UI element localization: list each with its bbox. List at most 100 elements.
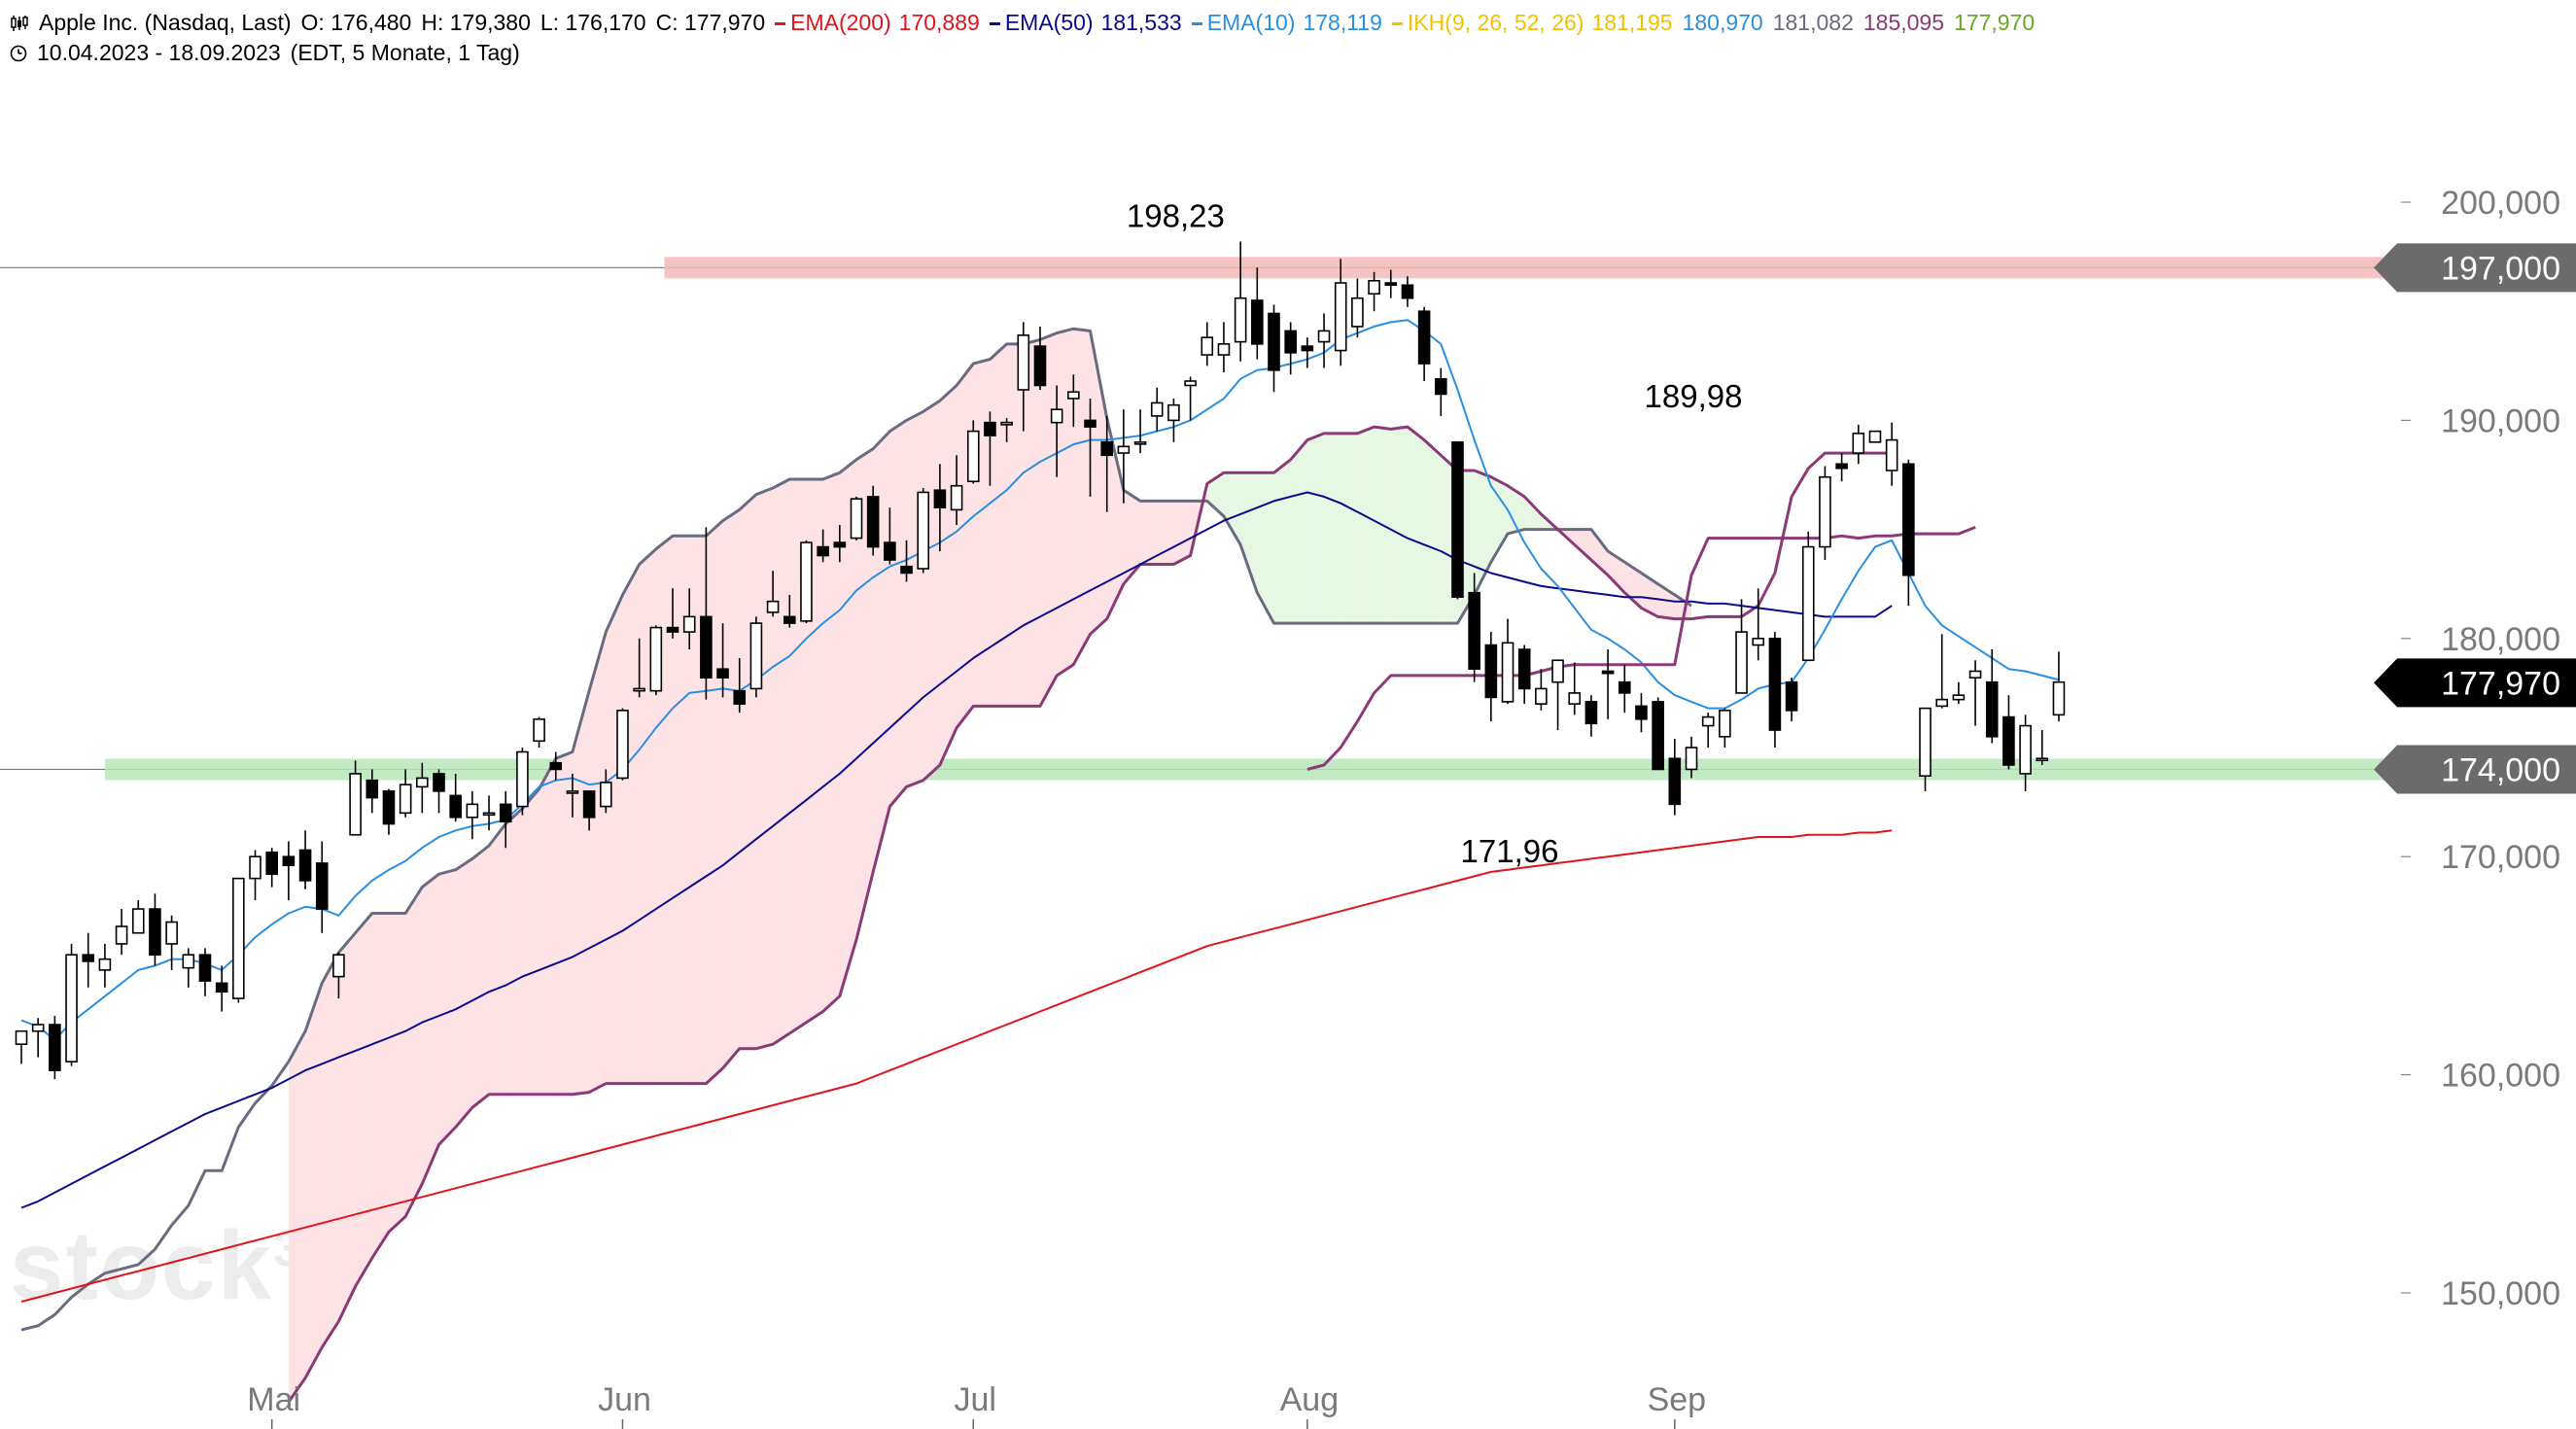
- candle-body[interactable]: [1919, 707, 1932, 777]
- candle-body[interactable]: [1000, 421, 1013, 426]
- indicator-2[interactable]: EMA(10) 178,119: [1191, 10, 1382, 35]
- candle-body[interactable]: [1584, 701, 1598, 725]
- candle-body[interactable]: [766, 600, 780, 613]
- candle-body[interactable]: [399, 784, 412, 815]
- candle-body[interactable]: [566, 790, 579, 794]
- candle-body[interactable]: [666, 626, 679, 633]
- candle-body[interactable]: [282, 855, 296, 866]
- candle-body[interactable]: [1652, 701, 1664, 771]
- candle-body[interactable]: [917, 491, 930, 570]
- candle-body[interactable]: [800, 541, 813, 622]
- candle-body[interactable]: [82, 954, 95, 962]
- candle-body[interactable]: [1701, 715, 1715, 727]
- candle-body[interactable]: [449, 794, 462, 819]
- candle-body[interactable]: [866, 496, 880, 548]
- indicator-0[interactable]: EMA(200) 170,889: [775, 10, 980, 35]
- candle-body[interactable]: [1568, 692, 1582, 705]
- candle-body[interactable]: [1368, 279, 1380, 296]
- candle-body[interactable]: [1852, 433, 1865, 454]
- candle-body[interactable]: [1100, 441, 1113, 457]
- candle-body[interactable]: [131, 908, 145, 934]
- candle-body[interactable]: [1819, 475, 1831, 548]
- candle-body[interactable]: [1184, 380, 1197, 387]
- candle-body[interactable]: [1017, 334, 1030, 391]
- candle-body[interactable]: [1517, 648, 1531, 690]
- indicator-3[interactable]: IKH(9, 26, 52, 26) 181,195: [1391, 10, 1673, 35]
- candle-body[interactable]: [1435, 377, 1447, 396]
- candle-body[interactable]: [582, 790, 596, 819]
- candle-body[interactable]: [1317, 330, 1331, 343]
- candle-body[interactable]: [499, 803, 512, 823]
- candle-body[interactable]: [98, 958, 112, 971]
- candle-body[interactable]: [1685, 747, 1698, 771]
- candle-body[interactable]: [265, 851, 279, 875]
- candle-body[interactable]: [2036, 757, 2049, 762]
- candle-body[interactable]: [1284, 330, 1297, 354]
- candle-body[interactable]: [1735, 631, 1748, 694]
- candle-body[interactable]: [315, 862, 329, 910]
- candle-body[interactable]: [783, 615, 796, 624]
- candle-body[interactable]: [817, 545, 829, 557]
- candle-body[interactable]: [516, 750, 529, 808]
- candle-body[interactable]: [1084, 419, 1097, 428]
- candle-body[interactable]: [850, 498, 863, 540]
- candle-body[interactable]: [716, 668, 729, 679]
- candle-body[interactable]: [649, 626, 663, 692]
- candle-body[interactable]: [482, 812, 496, 817]
- candle-body[interactable]: [1868, 430, 1882, 443]
- candle-body[interactable]: [833, 541, 847, 548]
- candle-body[interactable]: [1301, 345, 1314, 352]
- candle-body[interactable]: [182, 954, 195, 969]
- candle-body[interactable]: [115, 925, 128, 945]
- candle-body[interactable]: [1968, 670, 1982, 679]
- candle-body[interactable]: [1050, 408, 1063, 424]
- indicator-1[interactable]: EMA(50) 181,533: [989, 10, 1182, 35]
- candle-body[interactable]: [1150, 401, 1164, 417]
- candle-body[interactable]: [49, 1024, 61, 1071]
- candle-body[interactable]: [1768, 637, 1782, 731]
- candle-body[interactable]: [900, 565, 913, 575]
- candle-body[interactable]: [1668, 757, 1682, 806]
- candle-body[interactable]: [1935, 698, 1948, 708]
- candle-body[interactable]: [198, 954, 212, 982]
- candle-body[interactable]: [1618, 680, 1631, 694]
- candle-body[interactable]: [1417, 310, 1431, 365]
- candle-body[interactable]: [65, 954, 78, 1063]
- candle-body[interactable]: [733, 689, 747, 705]
- candle-body[interactable]: [1719, 710, 1731, 738]
- candle-body[interactable]: [533, 718, 545, 743]
- candle-body[interactable]: [382, 790, 396, 825]
- candle-body[interactable]: [1902, 463, 1915, 576]
- candle-body[interactable]: [149, 908, 161, 956]
- candle-body[interactable]: [31, 1024, 45, 1032]
- candle-body[interactable]: [1234, 296, 1247, 343]
- candle-body[interactable]: [1217, 343, 1231, 356]
- candle-body[interactable]: [433, 773, 445, 792]
- candle-body[interactable]: [165, 921, 178, 945]
- candle-body[interactable]: [1268, 312, 1280, 371]
- candle-body[interactable]: [215, 982, 228, 993]
- candle-body[interactable]: [1985, 680, 1999, 738]
- candle-body[interactable]: [966, 430, 980, 483]
- candle-body[interactable]: [950, 484, 963, 511]
- candlestick-icon[interactable]: [10, 10, 29, 39]
- candle-body[interactable]: [682, 615, 696, 633]
- candle-body[interactable]: [749, 622, 763, 690]
- candle-body[interactable]: [298, 849, 312, 882]
- candle-body[interactable]: [616, 710, 629, 780]
- candle-body[interactable]: [1334, 282, 1347, 352]
- candle-body[interactable]: [2019, 724, 2032, 775]
- candle-body[interactable]: [1885, 438, 1898, 471]
- candle-body[interactable]: [633, 687, 645, 692]
- candle-body[interactable]: [1785, 680, 1798, 712]
- candle-body[interactable]: [2052, 680, 2066, 716]
- candle-body[interactable]: [1384, 282, 1398, 287]
- candle-body[interactable]: [1451, 441, 1464, 598]
- candle-body[interactable]: [1801, 545, 1815, 662]
- candle-body[interactable]: [1835, 463, 1848, 470]
- candle-body[interactable]: [549, 761, 563, 771]
- candle-body[interactable]: [332, 954, 345, 978]
- candle-body[interactable]: [1033, 345, 1047, 387]
- candle-body[interactable]: [1133, 441, 1147, 445]
